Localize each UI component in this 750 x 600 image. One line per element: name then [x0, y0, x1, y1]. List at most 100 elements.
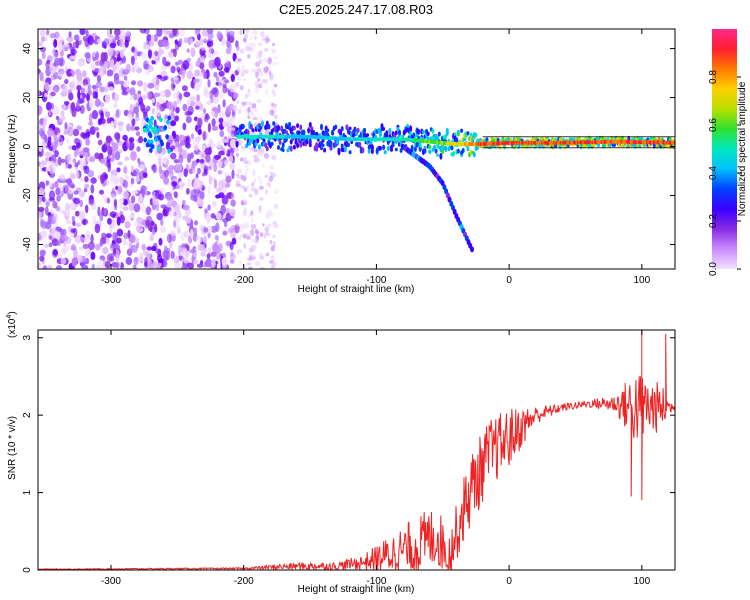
- noise-blob: [170, 120, 177, 127]
- noise-blob: [48, 164, 54, 175]
- noise-blob: [111, 221, 117, 229]
- noise-blob: [190, 133, 194, 140]
- noise-blob: [52, 105, 60, 116]
- burst-blob: [156, 128, 160, 134]
- noise-blob: [176, 99, 182, 105]
- noise-blob: [107, 217, 112, 225]
- noise-blob: [181, 199, 186, 206]
- noise-blob: [90, 177, 97, 184]
- noise-blob: [244, 122, 249, 128]
- noise-blob: [84, 176, 89, 183]
- noise-blob: [119, 177, 124, 185]
- noise-blob: [62, 246, 67, 255]
- noise-blob: [57, 35, 65, 44]
- noise-blob: [119, 49, 125, 59]
- noise-blob: [85, 138, 91, 146]
- noise-blob: [264, 152, 269, 159]
- noise-blob: [229, 208, 236, 217]
- noise-blob: [267, 178, 273, 183]
- noise-blob: [270, 165, 274, 170]
- noise-blob: [51, 228, 58, 238]
- noise-blob: [100, 110, 104, 121]
- noise-blob: [245, 45, 250, 52]
- noise-blob: [273, 203, 278, 209]
- noise-blob: [139, 164, 145, 171]
- band-cell: [296, 123, 300, 128]
- noise-blob: [156, 212, 163, 221]
- noise-blob: [173, 191, 178, 199]
- noise-blob: [51, 182, 59, 188]
- noise-blob: [122, 206, 129, 211]
- noise-blob: [116, 216, 121, 226]
- noise-blob: [207, 122, 211, 133]
- noise-blob: [85, 204, 89, 214]
- noise-blob: [73, 190, 79, 195]
- noise-blob: [47, 214, 52, 225]
- noise-blob: [207, 247, 211, 253]
- band-cell: [388, 127, 392, 135]
- noise-blob: [262, 57, 267, 63]
- noise-blob: [99, 158, 105, 164]
- noise-blob: [168, 209, 175, 217]
- top-x-axis-label: Height of straight line (km): [298, 284, 415, 295]
- noise-blob: [40, 230, 48, 238]
- noise-blob: [204, 208, 208, 214]
- noise-blob: [105, 236, 110, 245]
- noise-blob: [245, 233, 250, 240]
- noise-blob: [119, 38, 124, 48]
- noise-blob: [250, 229, 254, 237]
- noise-blob: [236, 250, 241, 255]
- noise-blob: [272, 88, 275, 96]
- noise-blob: [61, 234, 69, 242]
- burst-blob: [149, 148, 153, 153]
- noise-blob: [216, 140, 222, 149]
- noise-blob: [250, 111, 255, 116]
- noise-blob: [110, 243, 116, 249]
- noise-blob: [249, 46, 255, 54]
- noise-blob: [229, 241, 234, 251]
- noise-blob: [50, 91, 56, 97]
- noise-blob: [109, 225, 113, 234]
- noise-blob: [74, 162, 79, 168]
- noise-blob: [256, 99, 262, 104]
- noise-blob: [242, 175, 247, 182]
- noise-blob: [156, 77, 160, 86]
- noise-blob: [82, 218, 87, 226]
- noise-blob: [130, 195, 136, 204]
- colorbar-tick-label: 0.0: [708, 262, 719, 276]
- noise-blob: [80, 132, 86, 138]
- noise-blob: [41, 161, 48, 166]
- band-cell: [418, 142, 422, 148]
- noise-blob: [82, 70, 87, 78]
- noise-blob: [251, 103, 257, 109]
- noise-blob: [45, 156, 50, 162]
- noise-blob: [214, 154, 221, 160]
- noise-blob: [214, 235, 219, 241]
- noise-blob: [76, 125, 82, 131]
- noise-blob: [57, 156, 62, 166]
- noise-blob: [59, 117, 64, 123]
- noise-blob: [218, 117, 224, 124]
- noise-blob: [64, 122, 68, 130]
- noise-blob: [157, 258, 164, 264]
- noise-blob: [128, 137, 135, 143]
- noise-blob: [173, 159, 180, 164]
- noise-blob: [105, 260, 111, 269]
- y-tick-label: 0: [22, 567, 33, 573]
- noise-blob: [105, 233, 112, 239]
- noise-blob: [262, 37, 266, 41]
- noise-blob: [139, 29, 147, 34]
- y-tick-label: 40: [22, 43, 33, 55]
- band-cell: [386, 145, 390, 151]
- y-tick-label: 20: [22, 92, 33, 104]
- noise-blob: [76, 142, 81, 149]
- y-scale-suffix: ): [7, 311, 18, 314]
- noise-blob: [170, 230, 176, 236]
- noise-blob: [87, 89, 93, 95]
- band-cell: [329, 140, 333, 146]
- noise-blob: [100, 174, 105, 184]
- noise-blob: [229, 138, 237, 149]
- noise-blob: [79, 177, 84, 182]
- noise-blob: [70, 102, 76, 111]
- noise-blob: [87, 83, 92, 92]
